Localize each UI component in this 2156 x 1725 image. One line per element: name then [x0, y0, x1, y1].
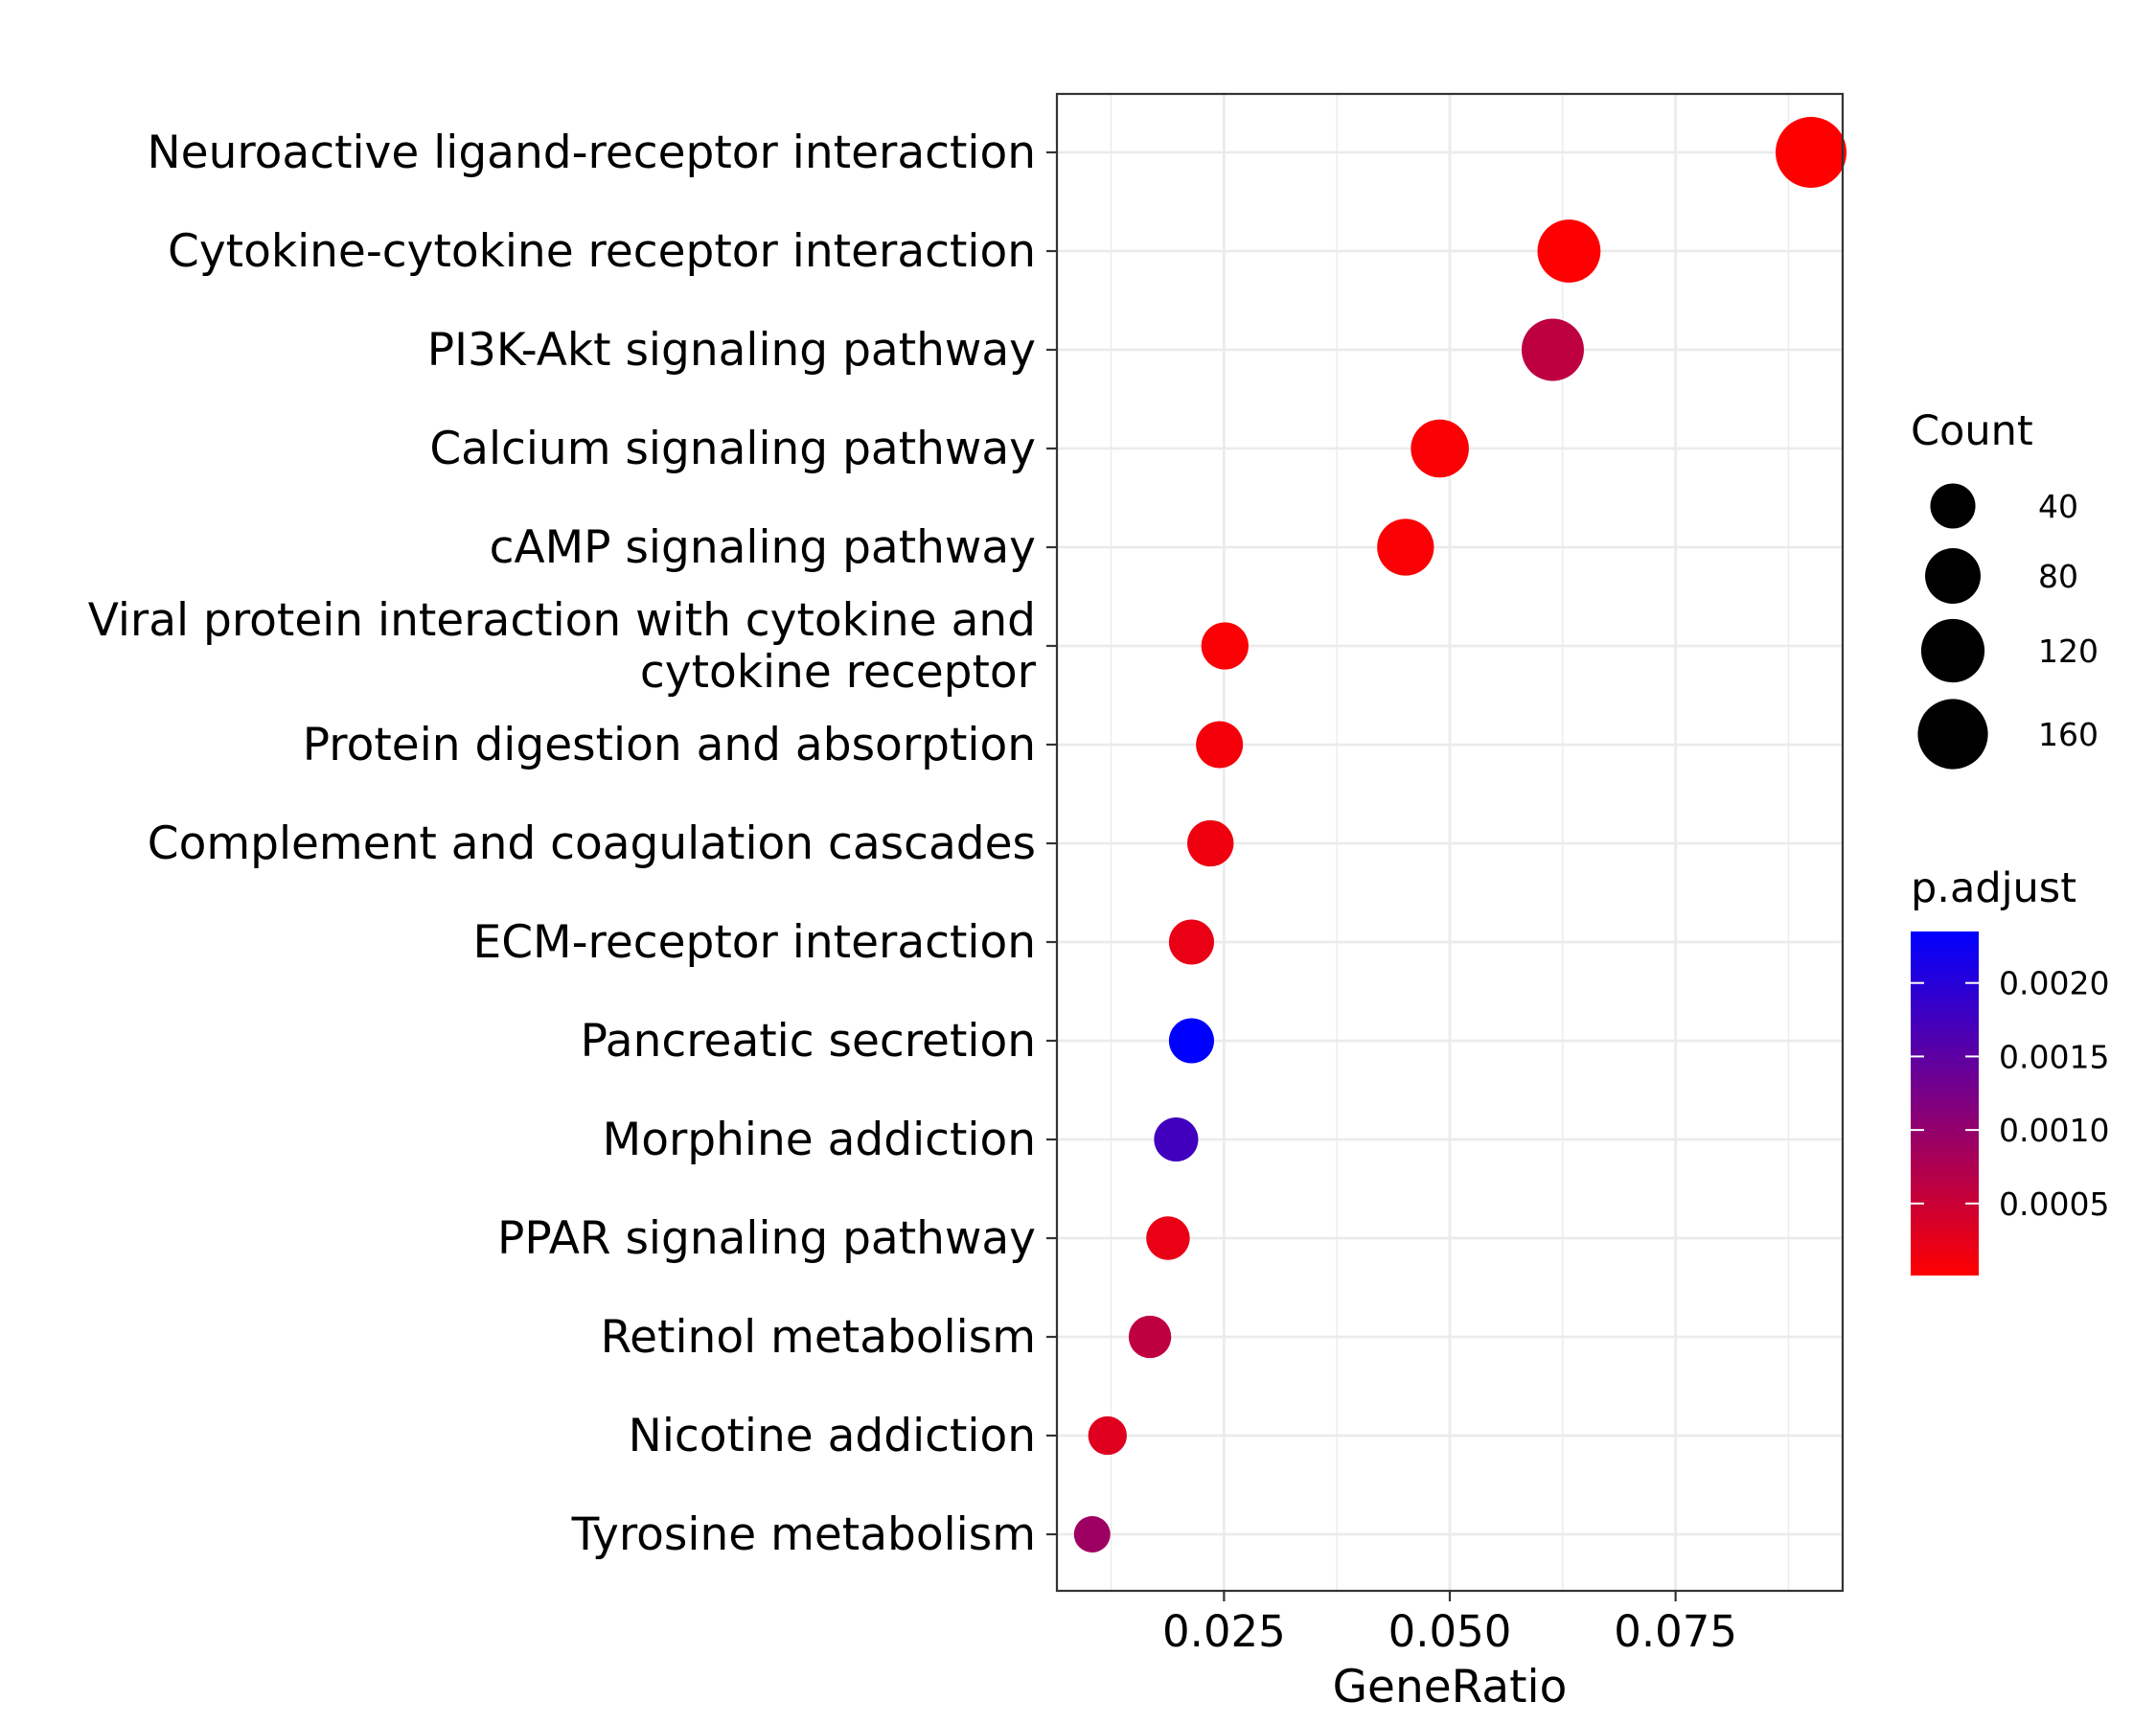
count-legend-label: 120	[2038, 632, 2099, 670]
data-point	[1196, 721, 1244, 769]
data-point	[1776, 117, 1847, 188]
data-point	[1377, 518, 1434, 576]
count-legend-key	[1917, 699, 1988, 770]
p-adjust-legend-label: 0.0010	[1999, 1112, 2109, 1149]
y-tick-label: Viral protein interaction with cytokine …	[88, 594, 1036, 647]
x-tick-label: 0.025	[1162, 1606, 1286, 1657]
data-point	[1146, 1216, 1190, 1260]
y-axis: Neuroactive ligand-receptor interaction C…	[88, 126, 1057, 1561]
y-tick-label: cAMP signaling pathway	[490, 521, 1036, 574]
p-adjust-legend: p.adjust 0.0005 0.0010 0.0015 0.0020	[1911, 864, 2109, 1276]
count-legend-label: 80	[2038, 558, 2078, 595]
x-axis-title: GeneRatio	[1333, 1661, 1568, 1714]
count-legend-label: 40	[2038, 488, 2078, 525]
y-tick-label: Retinol metabolism	[601, 1311, 1036, 1364]
count-legend-label: 160	[2038, 716, 2099, 753]
x-axis: 0.025 0.050 0.075	[1162, 1591, 1737, 1657]
y-tick-label: Pancreatic secretion	[581, 1015, 1036, 1068]
data-point	[1521, 318, 1584, 381]
data-point	[1088, 1415, 1127, 1456]
y-tick-label: Protein digestion and absorption	[303, 719, 1036, 771]
data-point	[1411, 419, 1469, 478]
y-tick-label: Cytokine-cytokine receptor interaction	[168, 225, 1036, 278]
y-tick-label: Complement and coagulation cascades	[148, 817, 1036, 870]
y-tick-label: Neuroactive ligand-receptor interaction	[148, 126, 1036, 179]
count-legend: Count 40 80 120 160	[1911, 407, 2099, 770]
data-point	[1537, 219, 1601, 283]
y-tick-label: Calcium signaling pathway	[429, 423, 1036, 475]
p-adjust-legend-title: p.adjust	[1911, 864, 2076, 912]
y-tick-label: cytokine receptor	[640, 646, 1037, 699]
data-point	[1154, 1116, 1199, 1162]
data-points	[1073, 117, 1847, 1552]
y-tick-label: PI3K-Akt signaling pathway	[427, 324, 1036, 377]
data-point	[1073, 1516, 1111, 1552]
count-legend-title: Count	[1911, 407, 2033, 455]
count-legend-key	[1930, 483, 1976, 529]
data-point	[1168, 1018, 1214, 1064]
data-point	[1168, 919, 1214, 965]
data-point	[1201, 622, 1249, 670]
y-tick-label: Morphine addiction	[603, 1114, 1036, 1166]
p-adjust-legend-label: 0.0005	[1999, 1185, 2109, 1223]
data-point	[1128, 1315, 1172, 1359]
x-tick-label: 0.050	[1388, 1606, 1512, 1657]
p-adjust-legend-label: 0.0015	[1999, 1038, 2109, 1075]
data-point	[1187, 819, 1234, 867]
y-tick-label: PPAR signaling pathway	[497, 1212, 1036, 1265]
y-tick-label: Nicotine addiction	[629, 1410, 1036, 1462]
p-adjust-legend-label: 0.0020	[1999, 965, 2109, 1002]
count-legend-key	[1925, 548, 1981, 604]
count-legend-key	[1920, 618, 1985, 683]
y-tick-label: Tyrosine metabolism	[571, 1508, 1036, 1561]
p-adjust-colorbar	[1911, 932, 1979, 1276]
panel-border	[1055, 92, 1845, 1593]
y-tick-label: ECM-receptor interaction	[473, 916, 1036, 969]
x-tick-label: 0.075	[1614, 1606, 1737, 1657]
